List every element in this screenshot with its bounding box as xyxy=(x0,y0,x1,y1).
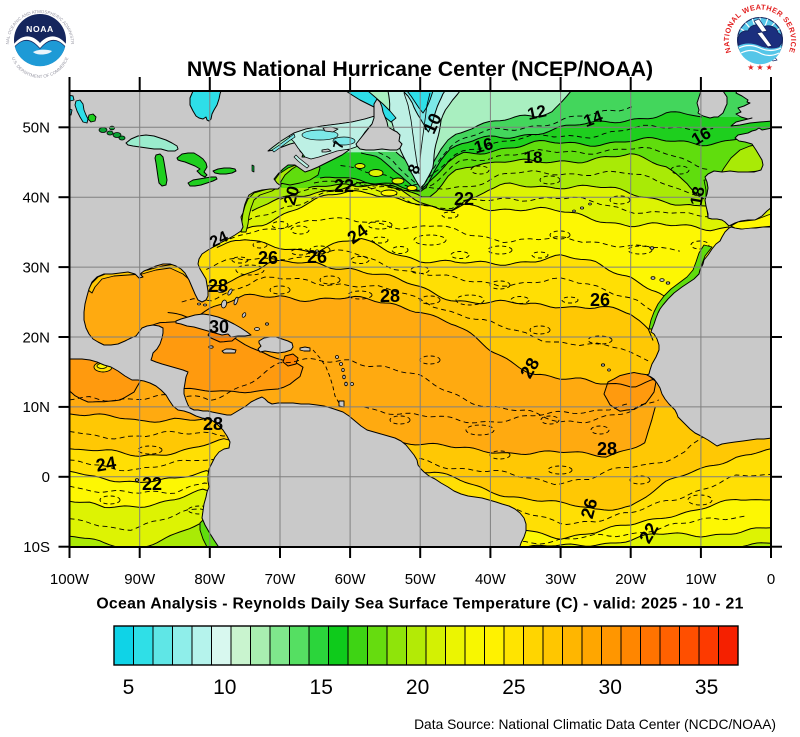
svg-text:★ ★ ★: ★ ★ ★ xyxy=(747,63,773,72)
svg-text:20W: 20W xyxy=(615,571,647,588)
svg-text:30: 30 xyxy=(599,676,622,699)
svg-text:Data Source: National Climatic: Data Source: National Climatic Data Cent… xyxy=(414,717,776,732)
svg-text:NOAA: NOAA xyxy=(26,24,54,34)
svg-text:10: 10 xyxy=(213,676,236,699)
svg-text:12: 12 xyxy=(526,101,548,124)
svg-text:50N: 50N xyxy=(22,120,50,137)
svg-text:24: 24 xyxy=(207,228,230,251)
svg-text:26: 26 xyxy=(258,248,278,268)
svg-text:50W: 50W xyxy=(405,571,437,588)
svg-text:60W: 60W xyxy=(335,571,367,588)
svg-text:20: 20 xyxy=(280,184,303,207)
svg-text:25: 25 xyxy=(502,676,525,699)
svg-text:26: 26 xyxy=(307,247,327,267)
svg-text:18: 18 xyxy=(687,185,709,207)
svg-text:10S: 10S xyxy=(23,539,50,556)
svg-text:30: 30 xyxy=(209,317,229,337)
svg-text:70W: 70W xyxy=(265,571,297,588)
svg-text:22: 22 xyxy=(454,189,474,209)
svg-text:7: 7 xyxy=(329,139,347,151)
svg-text:20N: 20N xyxy=(22,329,50,346)
svg-text:20: 20 xyxy=(406,676,429,699)
svg-text:26: 26 xyxy=(590,290,610,310)
svg-text:NWS National Hurricane Center: NWS National Hurricane Center (NCEP/NOAA… xyxy=(187,57,653,81)
svg-text:Ocean Analysis - Reynolds Dail: Ocean Analysis - Reynolds Daily Sea Surf… xyxy=(96,596,743,613)
svg-text:10N: 10N xyxy=(22,399,50,416)
svg-text:40W: 40W xyxy=(475,571,507,588)
svg-text:24: 24 xyxy=(94,453,117,476)
svg-text:35: 35 xyxy=(695,676,718,699)
svg-text:0: 0 xyxy=(42,469,50,486)
svg-text:18: 18 xyxy=(524,148,543,167)
svg-text:100W: 100W xyxy=(50,571,90,588)
svg-text:22: 22 xyxy=(334,176,354,196)
svg-text:28: 28 xyxy=(203,414,223,434)
svg-text:16: 16 xyxy=(472,134,495,157)
svg-text:80W: 80W xyxy=(194,571,226,588)
svg-text:10W: 10W xyxy=(685,571,717,588)
svg-text:28: 28 xyxy=(597,439,617,459)
svg-text:28: 28 xyxy=(208,276,228,296)
svg-text:15: 15 xyxy=(310,676,333,699)
svg-text:30N: 30N xyxy=(22,259,50,276)
svg-text:90W: 90W xyxy=(124,571,156,588)
svg-text:22: 22 xyxy=(142,474,162,494)
svg-text:0: 0 xyxy=(767,571,775,588)
svg-text:30W: 30W xyxy=(545,571,577,588)
svg-text:28: 28 xyxy=(380,286,400,306)
svg-text:40N: 40N xyxy=(22,190,50,207)
svg-text:5: 5 xyxy=(123,676,135,699)
